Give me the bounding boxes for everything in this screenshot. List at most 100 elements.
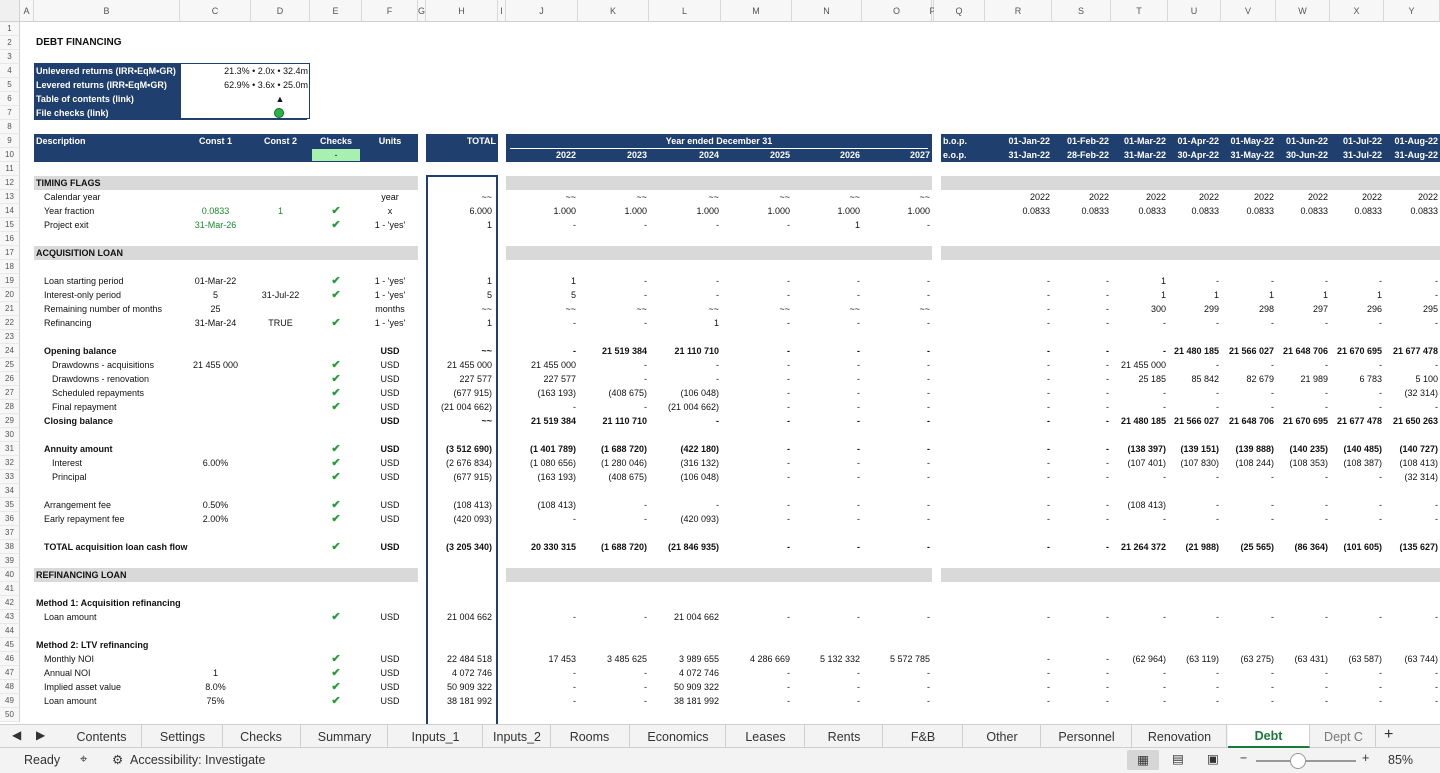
page-layout-view-icon[interactable]: ▤ [1172, 752, 1184, 766]
sheet-tab[interactable]: Checks [222, 725, 301, 748]
column-header[interactable]: A [20, 0, 34, 22]
column-header[interactable]: M [721, 0, 792, 22]
column-header[interactable]: P [930, 0, 936, 22]
row-header[interactable]: 38 [0, 540, 20, 554]
row-header[interactable]: 45 [0, 638, 20, 652]
column-header[interactable]: K [578, 0, 649, 22]
column-header[interactable]: H [426, 0, 498, 22]
row-header[interactable]: 6 [0, 92, 20, 106]
column-header[interactable]: E [310, 0, 362, 22]
row-header[interactable]: 34 [0, 484, 20, 498]
row-header[interactable]: 46 [0, 652, 20, 666]
zoom-level[interactable]: 85% [1388, 753, 1414, 767]
column-header[interactable]: S [1052, 0, 1111, 22]
row-header[interactable]: 43 [0, 610, 20, 624]
column-header[interactable]: W [1276, 0, 1330, 22]
row-header[interactable]: 24 [0, 344, 20, 358]
row-header[interactable]: 10 [0, 148, 20, 162]
row-header[interactable]: 17 [0, 246, 20, 260]
row-header[interactable]: 16 [0, 232, 20, 246]
row-header[interactable]: 35 [0, 498, 20, 512]
zoom-in-icon[interactable]: + [1362, 751, 1370, 765]
column-header[interactable]: Y [1384, 0, 1440, 22]
sheet-tab[interactable]: Economics [631, 725, 726, 748]
row-header[interactable]: 47 [0, 666, 20, 680]
sheet-tab[interactable]: F&B [884, 725, 963, 748]
sheet-tab[interactable]: Personnel [1042, 725, 1132, 748]
row-header[interactable]: 5 [0, 78, 20, 92]
summary-value[interactable]: ▲ [275, 94, 285, 104]
zoom-slider-track[interactable] [1256, 760, 1356, 762]
row-header[interactable]: 9 [0, 134, 20, 148]
column-header[interactable]: V [1221, 0, 1276, 22]
row-header[interactable]: 25 [0, 358, 20, 372]
row-header[interactable]: 49 [0, 694, 20, 708]
row-header[interactable]: 41 [0, 582, 20, 596]
row-header[interactable]: 15 [0, 218, 20, 232]
row-header[interactable]: 39 [0, 554, 20, 568]
row-header[interactable]: 28 [0, 400, 20, 414]
row-header[interactable]: 30 [0, 428, 20, 442]
column-header[interactable]: O [862, 0, 932, 22]
column-header[interactable]: F [362, 0, 418, 22]
add-sheet-icon[interactable]: + [1384, 726, 1394, 743]
sheet-tab[interactable]: Inputs_2 [484, 725, 551, 748]
sheet-tab[interactable]: Rents [806, 725, 883, 748]
row-header[interactable]: 21 [0, 302, 20, 316]
row-header[interactable]: 11 [0, 162, 20, 176]
row-header[interactable]: 50 [0, 708, 20, 722]
row-header[interactable]: 18 [0, 260, 20, 274]
sheet-tab[interactable]: Dept C [1312, 725, 1376, 748]
column-header[interactable]: L [649, 0, 721, 22]
sheet-tab[interactable]: Leases [727, 725, 805, 748]
file-checks-status-dot[interactable] [274, 108, 284, 118]
column-header[interactable]: R [985, 0, 1052, 22]
row-header[interactable]: 7 [0, 106, 20, 120]
row-header[interactable]: 31 [0, 442, 20, 456]
row-header[interactable]: 26 [0, 372, 20, 386]
row-header[interactable]: 40 [0, 568, 20, 582]
sheet-tab[interactable]: Inputs_1 [389, 725, 483, 748]
row-header[interactable]: 36 [0, 512, 20, 526]
row-header[interactable]: 23 [0, 330, 20, 344]
zoom-slider-thumb[interactable] [1290, 753, 1306, 769]
column-header[interactable]: C [180, 0, 251, 22]
zoom-out-icon[interactable]: − [1240, 751, 1248, 765]
row-header[interactable]: 14 [0, 204, 20, 218]
normal-view-icon[interactable]: ▦ [1127, 750, 1159, 770]
select-all-corner[interactable] [0, 0, 20, 22]
spreadsheet-grid[interactable]: A B C D E F G H I J K L M N O P Q R S T U V W X Y 1 2 3 4 5 6 7 8 9 10 11 12… [0, 0, 1440, 724]
row-header[interactable]: 33 [0, 470, 20, 484]
sheet-tab[interactable]: Other [964, 725, 1041, 748]
sheet-tab[interactable]: Contents [62, 725, 142, 748]
next-sheet-icon[interactable]: ▶ [36, 728, 46, 742]
row-header[interactable]: 44 [0, 624, 20, 638]
row-header[interactable]: 3 [0, 50, 20, 64]
column-header[interactable]: Q [934, 0, 985, 22]
column-header[interactable]: B [34, 0, 180, 22]
macro-record-icon[interactable]: ⌖ [80, 751, 88, 766]
column-header[interactable]: D [251, 0, 310, 22]
row-header[interactable]: 4 [0, 64, 20, 78]
sheet-tab[interactable]: Summary [302, 725, 388, 748]
row-header[interactable]: 48 [0, 680, 20, 694]
row-header[interactable]: 42 [0, 596, 20, 610]
prev-sheet-icon[interactable]: ◀ [12, 728, 22, 742]
row-header[interactable]: 19 [0, 274, 20, 288]
sheet-tab[interactable]: Rooms [550, 725, 630, 748]
row-header[interactable]: 12 [0, 176, 20, 190]
row-header[interactable]: 29 [0, 414, 20, 428]
row-header[interactable]: 13 [0, 190, 20, 204]
row-header[interactable]: 37 [0, 526, 20, 540]
column-header[interactable]: T [1111, 0, 1168, 22]
row-header[interactable]: 27 [0, 386, 20, 400]
column-header[interactable]: N [792, 0, 862, 22]
column-header[interactable]: U [1168, 0, 1221, 22]
sheet-tab[interactable]: Debt [1228, 725, 1310, 748]
column-header[interactable]: G [418, 0, 426, 22]
row-header[interactable]: 1 [0, 22, 20, 36]
row-header[interactable]: 2 [0, 36, 20, 50]
column-header[interactable]: I [498, 0, 506, 22]
row-header[interactable]: 32 [0, 456, 20, 470]
row-header[interactable]: 22 [0, 316, 20, 330]
